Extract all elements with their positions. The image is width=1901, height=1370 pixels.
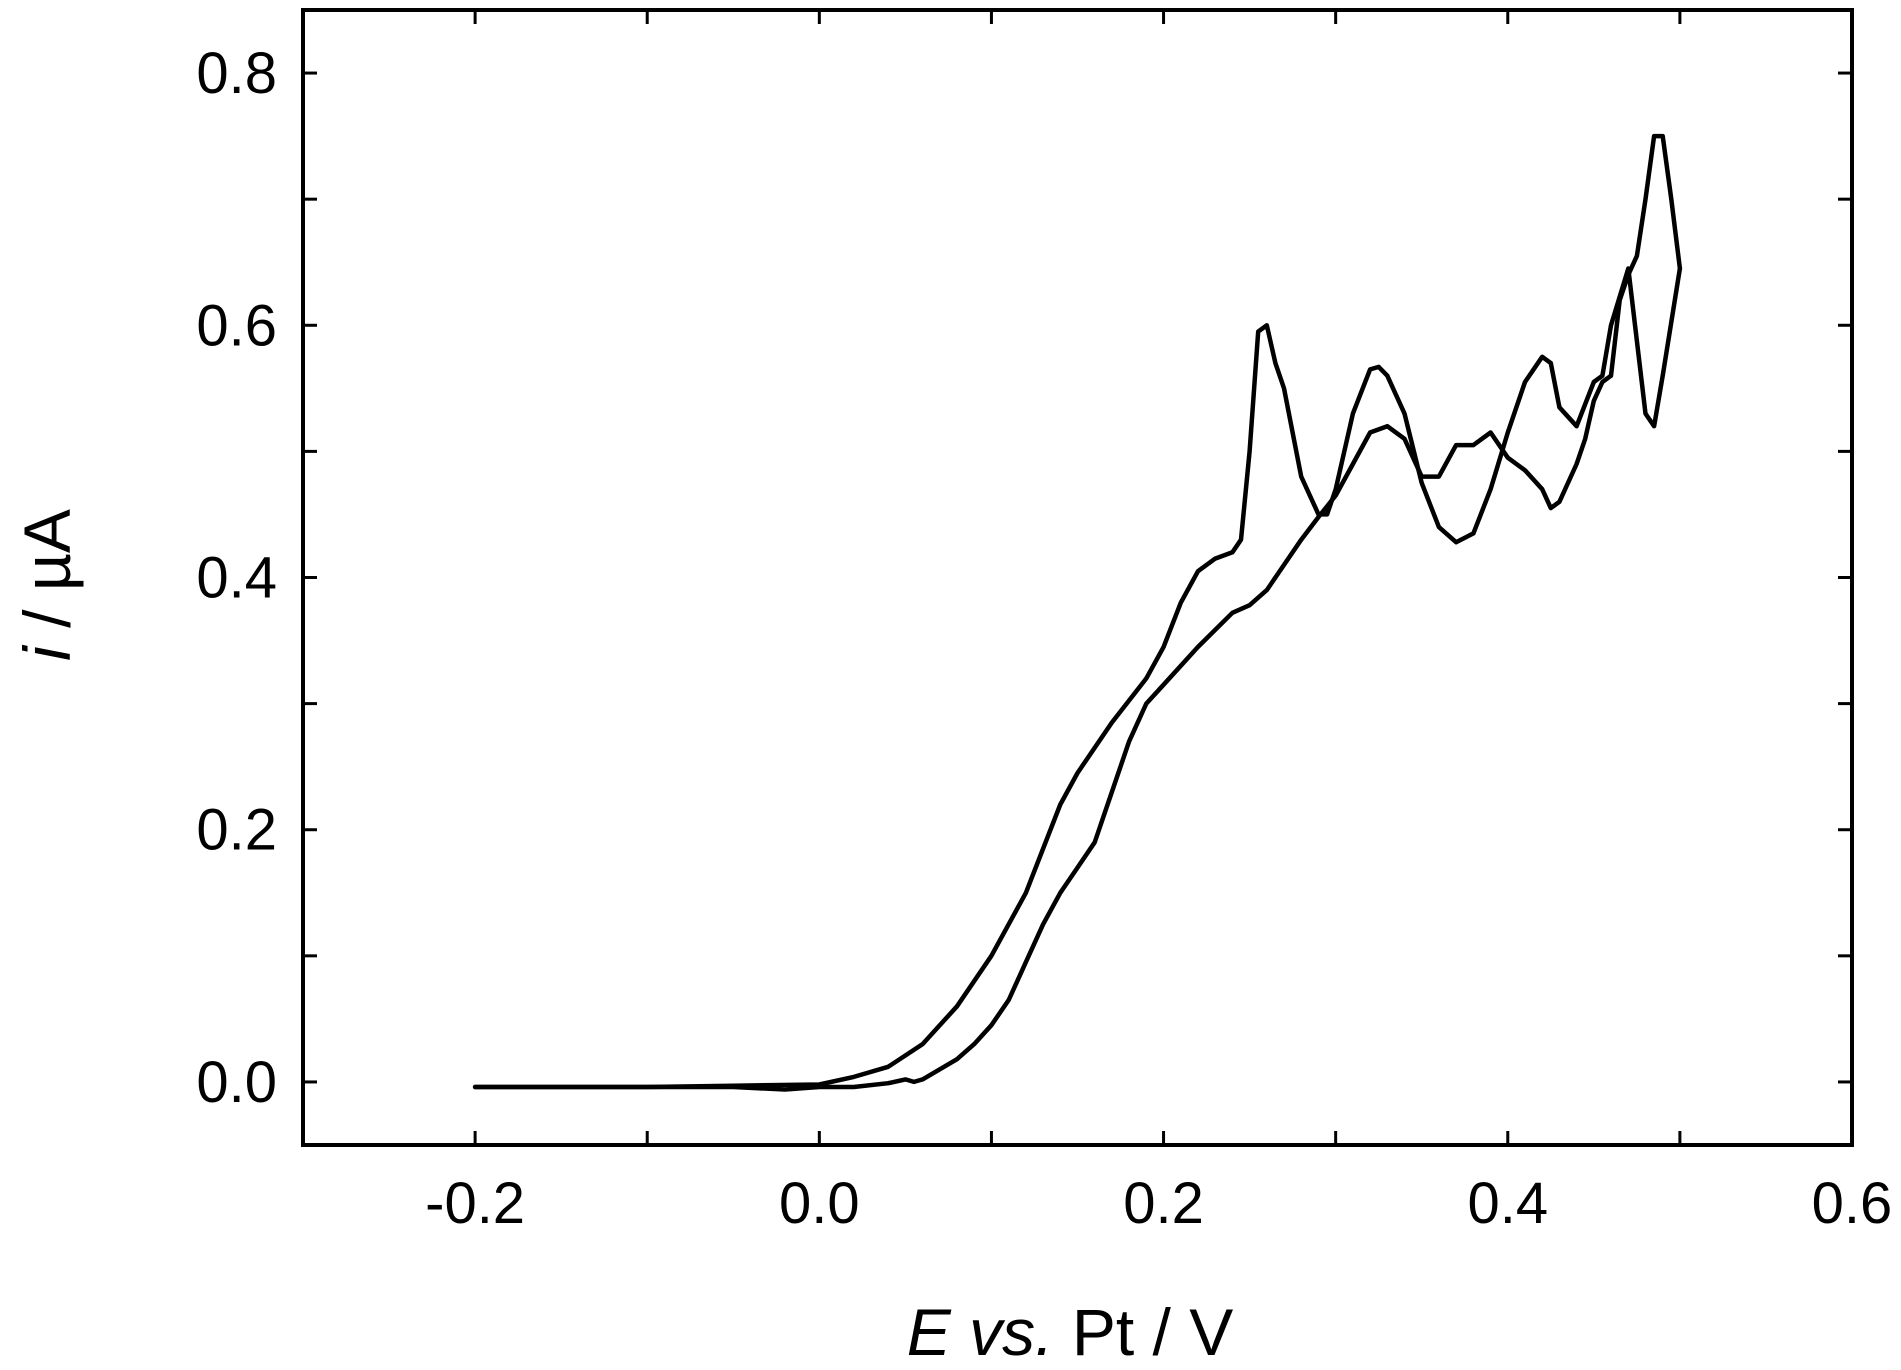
y-tick-label: 0.0 (196, 1050, 277, 1115)
x-tick-label: 0.4 (1467, 1171, 1548, 1236)
y-tick-label: 0.4 (196, 546, 277, 611)
series-line-2 (472, 133, 1683, 1092)
x-axis-title: E vs. Pt / V (907, 1295, 1233, 1369)
y-tick-label: 0.6 (196, 293, 277, 358)
x-axis-title-italic: E vs. (907, 1295, 1054, 1369)
y-axis-title-normal: / µA (10, 509, 84, 646)
plot-frame (301, 8, 1854, 1147)
x-tick-label: 0.2 (1123, 1171, 1204, 1236)
y-axis-title-italic: i (10, 644, 84, 661)
series-line-1 (472, 266, 1683, 1090)
tick-marks (301, 10, 1854, 1145)
x-tick-label: 0.0 (779, 1171, 860, 1236)
y-tick-labels: 0.0 0.2 0.4 0.6 0.8 (196, 41, 277, 1115)
x-tick-labels: -0.2 0.0 0.2 0.4 0.6 (425, 1171, 1892, 1236)
x-tick-label: -0.2 (425, 1171, 525, 1236)
x-axis-title-normal: Pt / V (1053, 1295, 1233, 1369)
data-series (472, 133, 1683, 1092)
x-tick-label: 0.6 (1812, 1171, 1893, 1236)
y-axis-title: i / µA (10, 509, 84, 661)
y-tick-label: 0.8 (196, 41, 277, 106)
y-tick-label: 0.2 (196, 798, 277, 863)
